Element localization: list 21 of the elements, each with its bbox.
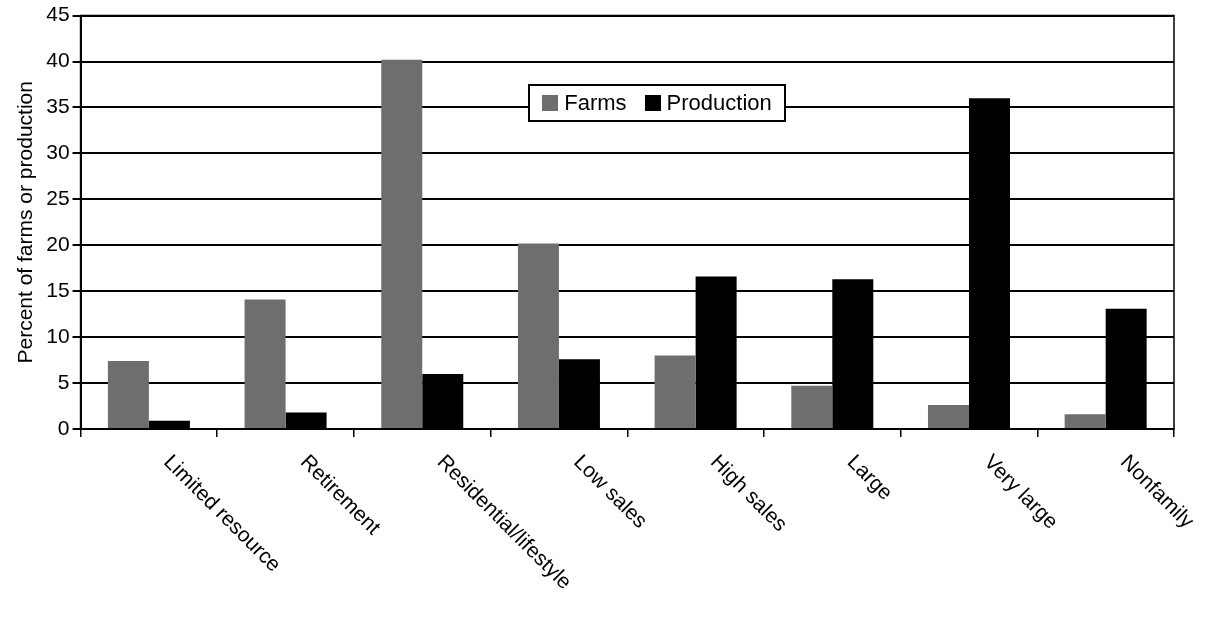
y-tick-label: 35 [46, 94, 70, 118]
y-tick-label: 40 [46, 48, 70, 72]
y-axis-title: Percent of farms or production [13, 81, 37, 364]
y-tick-label: 0 [57, 415, 70, 439]
bar [107, 361, 149, 428]
bar [654, 355, 696, 428]
bar [381, 59, 423, 428]
y-tick-label: 20 [46, 232, 70, 256]
bar [791, 385, 833, 428]
bar [927, 405, 969, 428]
y-tick-label: 25 [46, 186, 70, 210]
bar [244, 299, 286, 428]
y-tick-label: 15 [46, 278, 70, 301]
y-tick-label: 45 [46, 2, 70, 26]
bar [517, 243, 559, 428]
bar [1064, 414, 1106, 428]
y-tick-label: 5 [57, 369, 70, 393]
legend-label: Production [665, 89, 772, 116]
y-tick-label: 10 [46, 323, 70, 347]
y-tick-label: 30 [46, 140, 70, 164]
legend-label: Farms [563, 89, 627, 116]
